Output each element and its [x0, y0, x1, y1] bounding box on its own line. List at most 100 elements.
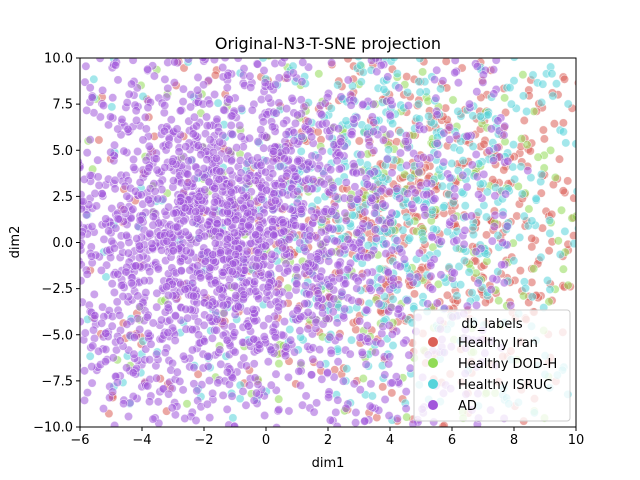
scatter-point	[295, 380, 305, 390]
scatter-point	[360, 207, 370, 217]
scatter-point	[554, 154, 564, 164]
scatter-point	[422, 178, 432, 188]
scatter-point	[358, 373, 368, 383]
scatter-point	[204, 272, 214, 282]
scatter-point	[308, 354, 318, 364]
scatter-point	[328, 307, 338, 317]
scatter-point	[519, 116, 529, 126]
scatter-point	[460, 201, 470, 211]
scatter-point	[388, 280, 398, 290]
scatter-point	[357, 347, 367, 357]
scatter-point	[453, 78, 463, 88]
scatter-point	[251, 230, 261, 240]
scatter-point	[128, 58, 138, 65]
scatter-point	[93, 172, 103, 182]
scatter-point	[519, 211, 529, 221]
scatter-point	[82, 269, 92, 279]
scatter-point	[437, 181, 447, 191]
scatter-point	[180, 203, 190, 213]
scatter-point	[171, 311, 181, 321]
x-tick-label: 10	[568, 433, 585, 448]
scatter-point	[287, 93, 297, 103]
scatter-point	[384, 145, 394, 155]
scatter-point	[274, 263, 284, 273]
scatter-point	[360, 416, 370, 426]
scatter-point	[270, 196, 280, 206]
scatter-point	[550, 173, 560, 183]
scatter-point	[181, 304, 191, 314]
scatter-point	[98, 85, 108, 95]
scatter-point	[503, 156, 513, 166]
scatter-point	[515, 266, 525, 276]
scatter-point	[439, 157, 449, 167]
scatter-point	[384, 187, 394, 197]
scatter-point	[418, 235, 428, 245]
scatter-point	[559, 74, 569, 84]
scatter-point	[172, 124, 182, 134]
scatter-point	[426, 271, 436, 281]
scatter-point	[370, 225, 380, 235]
scatter-point	[426, 260, 436, 270]
scatter-point	[282, 104, 292, 114]
scatter-point	[204, 313, 214, 323]
scatter-point	[372, 67, 382, 77]
scatter-point	[403, 189, 413, 199]
scatter-point	[212, 314, 222, 324]
scatter-point	[113, 377, 123, 387]
scatter-point	[281, 129, 291, 139]
scatter-point	[267, 250, 277, 260]
scatter-point	[215, 137, 225, 147]
y-tick-label: 5.0	[52, 144, 73, 159]
scatter-point	[85, 135, 95, 145]
scatter-point	[251, 261, 261, 271]
scatter-point	[223, 234, 233, 244]
scatter-point	[420, 253, 430, 263]
legend-marker	[428, 337, 438, 347]
scatter-point	[193, 369, 203, 379]
scatter-point	[343, 75, 353, 85]
scatter-point	[544, 246, 554, 256]
scatter-point	[353, 276, 363, 286]
x-tick-label: 8	[510, 433, 518, 448]
scatter-point	[283, 372, 293, 382]
scatter-point	[239, 353, 249, 363]
scatter-point	[313, 195, 323, 205]
scatter-point	[414, 99, 424, 109]
scatter-point	[518, 291, 528, 301]
scatter-point	[536, 169, 546, 179]
scatter-point	[210, 197, 220, 207]
scatter-point	[432, 138, 442, 148]
scatter-point	[194, 192, 204, 202]
scatter-point	[251, 286, 261, 296]
scatter-point	[106, 147, 116, 157]
scatter-point	[258, 117, 268, 127]
scatter-point	[196, 273, 206, 283]
scatter-point	[245, 133, 255, 143]
x-tick-label: 4	[386, 433, 394, 448]
scatter-point	[225, 95, 235, 105]
scatter-point	[274, 98, 284, 108]
x-tick-label: 2	[324, 433, 332, 448]
scatter-point	[423, 299, 433, 309]
scatter-point	[449, 268, 459, 278]
scatter-point	[230, 421, 239, 427]
scatter-point	[281, 171, 291, 181]
scatter-point	[164, 140, 174, 150]
scatter-point	[488, 274, 498, 284]
scatter-point	[363, 252, 373, 262]
scatter-point	[333, 124, 343, 134]
scatter-point	[410, 188, 420, 198]
scatter-point	[292, 279, 302, 289]
scatter-point	[419, 124, 429, 134]
scatter-point	[439, 421, 449, 427]
scatter-point	[211, 325, 221, 335]
scatter-point	[379, 84, 389, 94]
scatter-point	[224, 146, 234, 156]
scatter-point	[472, 61, 482, 71]
scatter-point	[188, 291, 198, 301]
scatter-point	[194, 233, 204, 243]
scatter-point	[380, 370, 390, 380]
scatter-point	[376, 338, 386, 348]
scatter-point	[374, 299, 384, 309]
scatter-point	[82, 210, 92, 220]
